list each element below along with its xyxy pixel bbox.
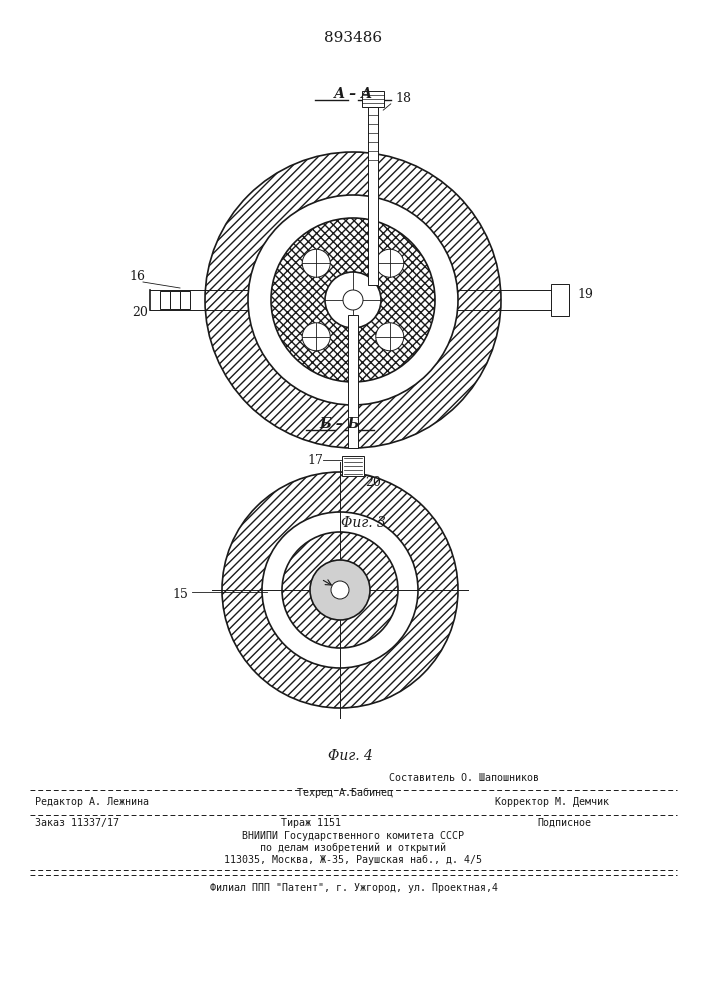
Bar — [368, 107, 378, 285]
Ellipse shape — [310, 560, 370, 620]
Ellipse shape — [325, 272, 381, 328]
Ellipse shape — [343, 290, 363, 310]
Text: 20: 20 — [365, 477, 381, 489]
Text: Редактор А. Лежнина: Редактор А. Лежнина — [35, 797, 149, 807]
Bar — [348, 315, 358, 448]
Bar — [170, 291, 180, 309]
Text: ВНИИПИ Государственного комитета СССР: ВНИИПИ Государственного комитета СССР — [243, 831, 464, 841]
Text: 20: 20 — [132, 306, 148, 318]
Bar — [342, 456, 364, 476]
Ellipse shape — [302, 323, 330, 351]
Text: 16: 16 — [129, 269, 145, 282]
Text: Тираж 1151: Тираж 1151 — [281, 818, 341, 828]
Ellipse shape — [282, 532, 398, 648]
Text: по делам изобретений и открытий: по делам изобретений и открытий — [260, 843, 447, 853]
Text: Заказ 11337/17: Заказ 11337/17 — [35, 818, 119, 828]
Ellipse shape — [331, 581, 349, 599]
Text: Составитель О. Шапошников: Составитель О. Шапошников — [389, 773, 539, 783]
Bar — [180, 291, 190, 309]
Text: Филиал ППП "Патент", г. Ужгород, ул. Проектная,4: Филиал ППП "Патент", г. Ужгород, ул. Про… — [209, 883, 498, 893]
Text: Б – Б: Б – Б — [320, 417, 361, 431]
Text: Техред А.Бабинец: Техред А.Бабинец — [297, 788, 393, 798]
Text: А – А: А – А — [334, 87, 373, 101]
Text: 893486: 893486 — [325, 31, 382, 45]
Bar — [362, 91, 384, 107]
Text: Φиг. 3: Φиг. 3 — [341, 516, 385, 530]
Ellipse shape — [222, 472, 458, 708]
Text: 19: 19 — [577, 288, 593, 302]
Bar — [551, 284, 569, 316]
Text: 15: 15 — [172, 588, 188, 601]
Text: 17: 17 — [307, 454, 323, 466]
Ellipse shape — [248, 195, 458, 405]
Text: 18: 18 — [395, 93, 411, 105]
Ellipse shape — [375, 249, 404, 277]
Text: Φиг. 4: Φиг. 4 — [327, 749, 373, 763]
Ellipse shape — [375, 323, 404, 351]
Text: Корректор М. Демчик: Корректор М. Демчик — [495, 797, 609, 807]
Bar — [160, 291, 170, 309]
Ellipse shape — [302, 249, 330, 277]
Ellipse shape — [271, 218, 435, 382]
Ellipse shape — [262, 512, 418, 668]
Text: 113035, Москва, Ж-35, Раушская наб., д. 4/5: 113035, Москва, Ж-35, Раушская наб., д. … — [225, 855, 482, 865]
Ellipse shape — [205, 152, 501, 448]
Text: Подписное: Подписное — [537, 818, 591, 828]
